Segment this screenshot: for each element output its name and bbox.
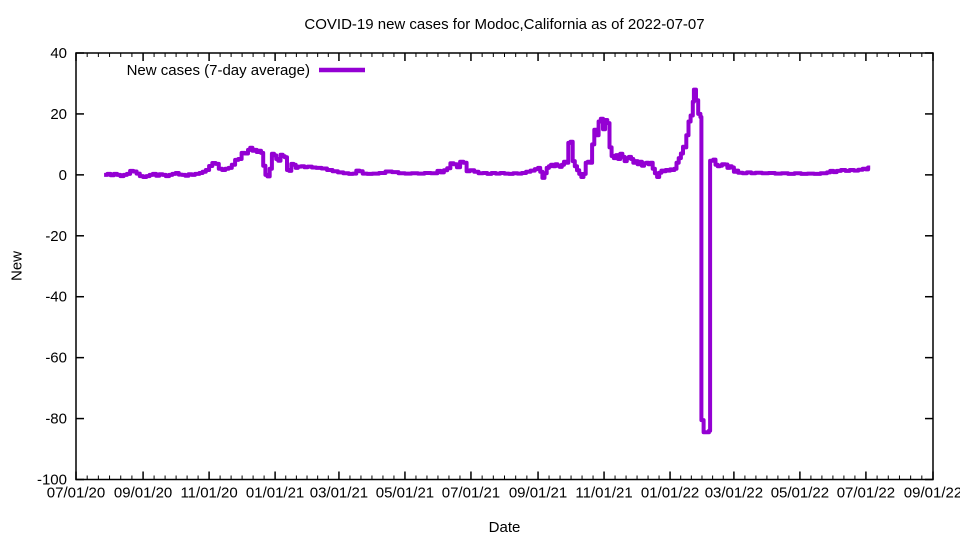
x-tick-label: 09/01/20 xyxy=(114,485,172,502)
y-tick-label: -20 xyxy=(45,228,67,245)
chart-title: COVID-19 new cases for Modoc,California … xyxy=(304,16,705,33)
series-line-new-cases xyxy=(104,87,871,435)
x-tick-label: 09/01/22 xyxy=(904,485,960,502)
x-axis-label: Date xyxy=(488,519,521,536)
y-tick-label: -80 xyxy=(45,411,67,428)
y-tick-label: 20 xyxy=(50,106,67,123)
y-tick-label: -60 xyxy=(45,350,67,367)
x-tick-label: 11/01/20 xyxy=(180,485,237,502)
legend-label: New cases (7-day average) xyxy=(126,62,310,79)
x-tick-label: 03/01/22 xyxy=(705,485,763,502)
plot-border xyxy=(75,52,934,481)
y-tick-label: -100 xyxy=(37,472,67,489)
y-tick-label: 0 xyxy=(59,167,67,184)
x-tick-label: 03/01/21 xyxy=(310,485,368,502)
x-tick-label: 05/01/21 xyxy=(376,485,434,502)
x-tick-label: 11/01/21 xyxy=(575,485,632,502)
x-tick-label: 07/01/22 xyxy=(837,485,895,502)
x-tick-label: 07/01/21 xyxy=(442,485,500,502)
y-tick-label: -40 xyxy=(45,289,67,306)
x-tick-label: 01/01/22 xyxy=(641,485,699,502)
x-tick-label: 07/01/20 xyxy=(47,485,105,502)
y-tick-label: 40 xyxy=(50,45,67,62)
x-tick-label: 09/01/21 xyxy=(509,485,567,502)
x-tick-label: 05/01/22 xyxy=(771,485,829,502)
x-tick-label: 01/01/21 xyxy=(246,485,304,502)
